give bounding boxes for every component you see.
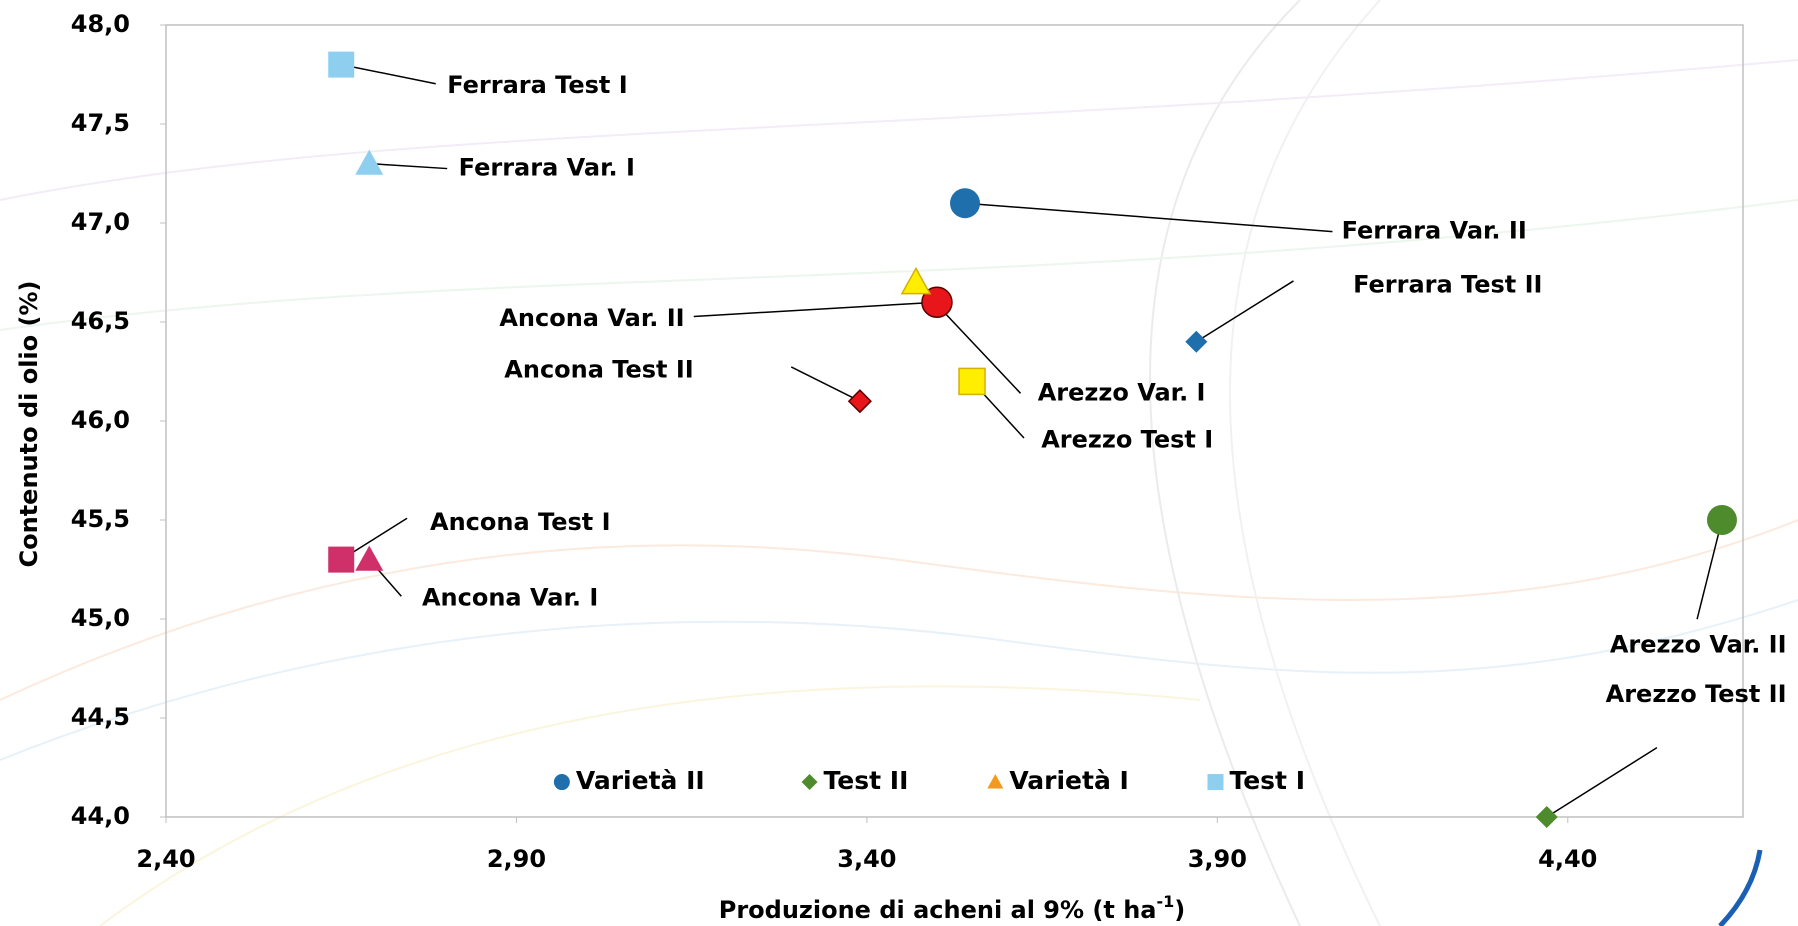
leader-line: [369, 162, 448, 170]
x-axis-title: Produzione di acheni al 9% (t ha-1): [719, 892, 1186, 925]
point-label: Ferrara Test I: [447, 71, 627, 99]
y-tick-label: 47,5: [71, 109, 130, 137]
point-label: Arezzo Var. II: [1610, 631, 1787, 659]
legend-marker: [801, 774, 818, 791]
point-label: Arezzo Var. I: [1038, 378, 1206, 406]
point-label: Ferrara Var. I: [459, 154, 635, 182]
x-axis-title-text: Produzione di acheni al 9% (t ha: [719, 896, 1157, 924]
point: [900, 266, 932, 295]
point-label: Ancona Test II: [504, 355, 693, 383]
y-tick-label: 46,5: [71, 307, 130, 335]
y-tick-label: 48,0: [71, 10, 130, 38]
plot-area: [165, 24, 1744, 818]
legend-label: Test I: [1229, 766, 1305, 795]
point: [847, 389, 872, 414]
legend-label: Test II: [824, 766, 909, 795]
point-label: Arezzo Test II: [1606, 680, 1787, 708]
y-tick-label: 47,0: [71, 208, 130, 236]
y-tick-label: 45,5: [71, 505, 130, 533]
point-label: Ancona Var. I: [422, 584, 598, 612]
y-axis-title: Contenuto di olio (%): [15, 281, 43, 568]
legend-marker: [1207, 774, 1224, 791]
legend-label: Varietà I: [1009, 766, 1129, 795]
point: [328, 51, 355, 78]
y-tick-label: 44,5: [71, 703, 130, 731]
point-label: Ferrara Test II: [1353, 271, 1542, 299]
point-label: Ancona Var. II: [499, 304, 684, 332]
point: [355, 545, 384, 571]
leader-line: [693, 301, 938, 318]
x-tick-label: 3,90: [1188, 845, 1247, 873]
leader-line: [341, 63, 436, 85]
leader-line: [1546, 747, 1658, 818]
point-label: Arezzo Test I: [1041, 425, 1213, 453]
point: [1535, 806, 1558, 828]
x-tick-label: 3,40: [837, 845, 896, 873]
corner-arc: [1718, 849, 1763, 926]
leader-line: [1696, 519, 1723, 620]
point-label: Ferrara Var. II: [1342, 217, 1527, 245]
y-tick-label: 45,0: [71, 604, 130, 632]
point: [958, 367, 986, 396]
x-tick-label: 2,90: [487, 845, 546, 873]
point: [355, 149, 384, 175]
point: [1706, 505, 1737, 535]
legend-label: Varietà II: [576, 766, 705, 795]
point: [950, 188, 981, 219]
x-tick-label: 4,40: [1538, 845, 1597, 873]
y-tick-label: 44,0: [71, 802, 130, 830]
legend-marker: [553, 774, 570, 791]
x-axis-title-sup: -1: [1157, 892, 1175, 911]
point: [1185, 330, 1208, 353]
x-axis-title-suffix: ): [1174, 896, 1185, 924]
point: [921, 286, 953, 318]
point: [328, 546, 355, 573]
legend-marker: [987, 774, 1004, 789]
leader-line: [964, 202, 1333, 233]
point-label: Ancona Test I: [430, 508, 611, 536]
y-tick-label: 46,0: [71, 406, 130, 434]
leader-line: [790, 366, 861, 402]
leader-line: [1195, 280, 1294, 343]
x-tick-label: 2,40: [136, 845, 195, 873]
